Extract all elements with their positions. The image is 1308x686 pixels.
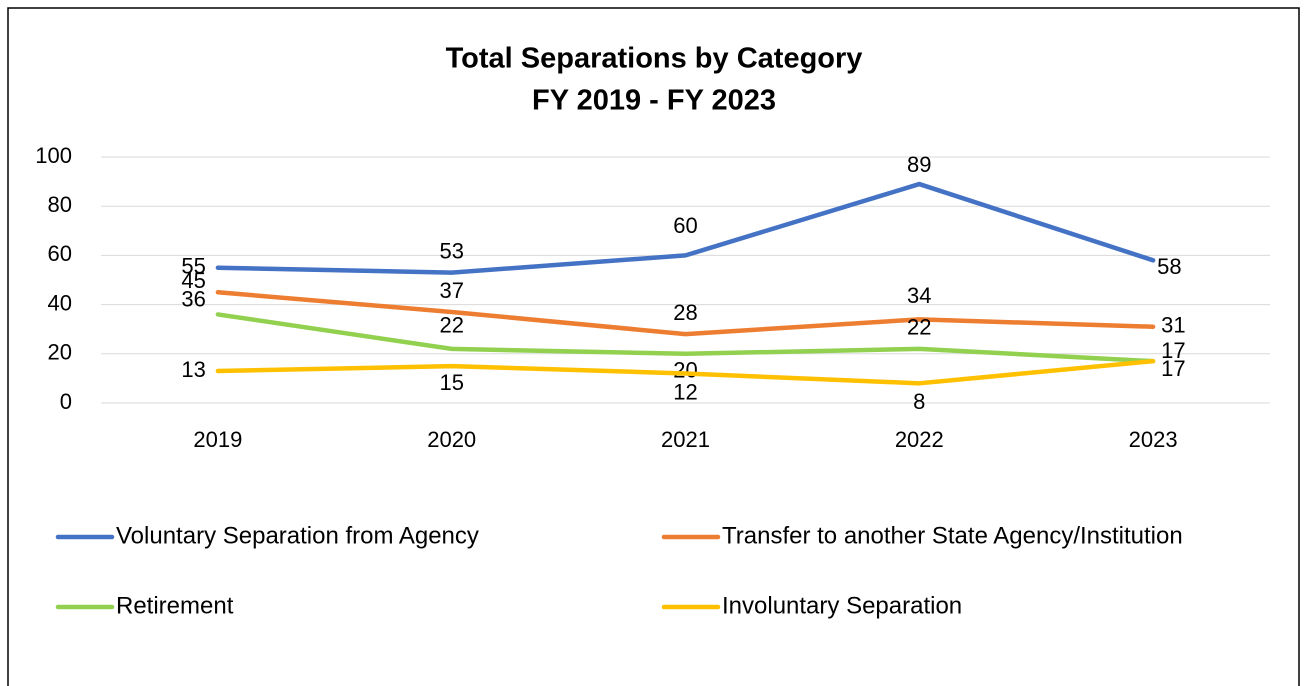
x-tick-label: 2023 (1129, 427, 1178, 452)
series-line (215, 358, 1156, 386)
data-label: 37 (439, 278, 463, 303)
data-label: 22 (439, 313, 463, 338)
y-tick-label: 80 (48, 192, 72, 217)
data-label: 34 (907, 283, 931, 308)
chart-subtitle: FY 2019 - FY 2023 (532, 85, 776, 117)
legend-label: Voluntary Separation from Agency (116, 522, 479, 549)
data-label: 17 (1161, 356, 1185, 381)
x-tick-label: 2019 (193, 427, 242, 452)
x-tick-label: 2020 (427, 427, 476, 452)
data-label: 22 (907, 315, 931, 340)
chart-frame (7, 7, 1300, 686)
y-tick-label: 60 (48, 241, 72, 266)
data-label: 15 (439, 370, 463, 395)
data-label: 28 (673, 300, 697, 325)
y-tick-label: 0 (60, 389, 72, 414)
legend-label: Retirement (116, 592, 234, 619)
data-label: 17 (1161, 338, 1185, 363)
data-label: 36 (181, 286, 205, 311)
y-tick-label: 100 (35, 143, 72, 168)
legend-label: Involuntary Separation (722, 592, 962, 619)
legend-label: Transfer to another State Agency/Institu… (722, 522, 1183, 549)
data-label: 12 (673, 379, 697, 404)
series-line (215, 290, 1156, 337)
data-label: 8 (913, 389, 925, 414)
series-line (215, 181, 1156, 275)
x-tick-label: 2021 (661, 427, 710, 452)
series-line (215, 312, 1156, 364)
y-tick-label: 40 (48, 290, 72, 315)
y-tick-label: 20 (48, 340, 72, 365)
chart-title: Total Separations by Category (446, 43, 863, 75)
data-label: 13 (181, 357, 205, 382)
data-label: 89 (907, 152, 931, 177)
data-label: 45 (181, 268, 205, 293)
data-label: 20 (673, 358, 697, 383)
data-label: 53 (439, 238, 463, 263)
data-label: 31 (1161, 313, 1185, 338)
x-tick-label: 2022 (895, 427, 944, 452)
data-label: 60 (673, 213, 697, 238)
data-label: 58 (1157, 254, 1181, 279)
data-label: 55 (181, 254, 205, 279)
